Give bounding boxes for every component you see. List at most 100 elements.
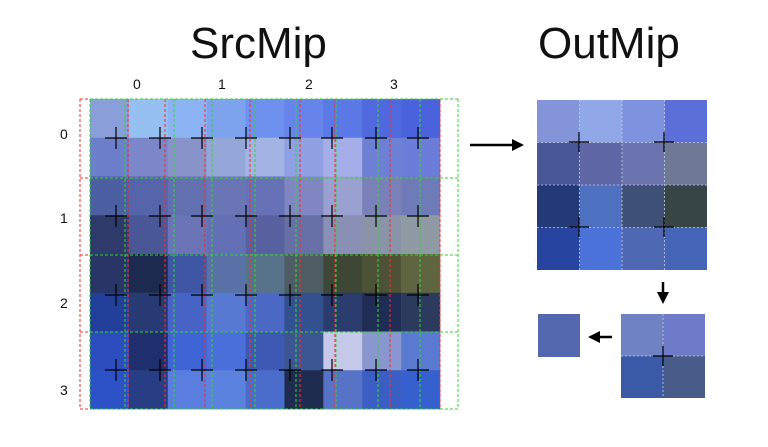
sample-cross-mark bbox=[149, 284, 171, 306]
sample-cross-mark bbox=[235, 205, 257, 227]
mid-mip-grid bbox=[621, 314, 705, 398]
row-label-2: 2 bbox=[60, 295, 68, 311]
sample-cross-mark bbox=[279, 127, 301, 149]
src-cell bbox=[362, 331, 402, 371]
src-cell bbox=[245, 99, 285, 139]
src-cell bbox=[90, 254, 130, 294]
sample-cross-mark bbox=[365, 359, 387, 381]
src-cell bbox=[90, 292, 130, 332]
out-cell bbox=[664, 100, 707, 143]
out-cell bbox=[664, 185, 707, 228]
src-cell bbox=[206, 215, 246, 255]
src-cell bbox=[128, 99, 169, 139]
out-cell bbox=[537, 142, 580, 185]
src-cell bbox=[284, 215, 324, 255]
src-cell bbox=[245, 254, 285, 294]
src-cell bbox=[90, 176, 130, 216]
out-cell bbox=[537, 185, 580, 228]
src-cell bbox=[284, 292, 324, 332]
out-cell bbox=[622, 100, 665, 143]
sample-cross-mark bbox=[149, 205, 171, 227]
col-label-1: 1 bbox=[218, 76, 226, 92]
src-cell bbox=[245, 331, 285, 371]
src-cell bbox=[362, 176, 402, 216]
out-sample-cross bbox=[569, 217, 589, 237]
sample-cross-mark bbox=[235, 127, 257, 149]
sample-cross-mark bbox=[149, 127, 171, 149]
sample-cross-mark bbox=[365, 205, 387, 227]
src-cell bbox=[323, 215, 363, 255]
mid-cell bbox=[663, 314, 705, 356]
src-cell bbox=[284, 176, 324, 216]
src-cell bbox=[284, 370, 324, 410]
mid-sample-cross bbox=[653, 346, 673, 366]
sample-cross-mark bbox=[279, 359, 301, 381]
out-sample-cross bbox=[569, 132, 589, 152]
sample-cross-mark bbox=[191, 359, 213, 381]
srcmip-sample-marks bbox=[105, 127, 429, 381]
src-cell bbox=[128, 370, 169, 410]
src-cell bbox=[90, 99, 130, 139]
src-cell bbox=[245, 137, 285, 177]
sample-cross-mark bbox=[191, 205, 213, 227]
out-cell bbox=[622, 142, 665, 185]
out-sample-cross bbox=[654, 217, 674, 237]
out-cell bbox=[537, 100, 580, 143]
out-cell bbox=[537, 227, 580, 270]
src-cell bbox=[128, 292, 169, 332]
src-cell bbox=[362, 370, 402, 410]
sample-cross-mark bbox=[407, 127, 429, 149]
src-cell bbox=[206, 292, 246, 332]
sample-cross-mark bbox=[321, 359, 343, 381]
arrow-right-icon bbox=[470, 139, 524, 151]
mid-cell bbox=[621, 356, 663, 398]
src-cell bbox=[362, 99, 402, 139]
sample-cross-mark bbox=[321, 205, 343, 227]
src-cell bbox=[206, 254, 246, 294]
col-label-2: 2 bbox=[305, 76, 313, 92]
sample-cross-mark bbox=[365, 127, 387, 149]
arrow-left-icon bbox=[588, 331, 612, 343]
arrow-down-icon bbox=[657, 282, 669, 304]
src-cell bbox=[284, 137, 324, 177]
src-cell bbox=[401, 254, 441, 294]
out-cell bbox=[579, 100, 622, 143]
src-cell bbox=[206, 331, 246, 371]
sample-cross-mark bbox=[149, 359, 171, 381]
src-cell bbox=[245, 292, 285, 332]
src-cell bbox=[401, 137, 441, 177]
src-cell bbox=[206, 176, 246, 216]
src-cell bbox=[323, 176, 363, 216]
src-cell bbox=[128, 137, 169, 177]
src-cell bbox=[284, 99, 324, 139]
sample-cross-mark bbox=[105, 359, 127, 381]
src-cell bbox=[245, 370, 285, 410]
out-cell bbox=[579, 227, 622, 270]
sample-cross-mark bbox=[191, 127, 213, 149]
src-cell bbox=[362, 292, 402, 332]
arrows bbox=[470, 139, 669, 343]
sample-cross-mark bbox=[407, 284, 429, 306]
src-cell bbox=[245, 176, 285, 216]
src-cell bbox=[90, 137, 130, 177]
out-sample-cross bbox=[654, 132, 674, 152]
sample-cross-mark bbox=[105, 205, 127, 227]
src-cell bbox=[401, 331, 441, 371]
row-label-3: 3 bbox=[60, 382, 68, 398]
src-cell bbox=[128, 254, 169, 294]
outmip-grid bbox=[537, 100, 707, 270]
mid-cell bbox=[621, 314, 663, 356]
src-cell bbox=[206, 137, 246, 177]
col-label-3: 3 bbox=[390, 76, 398, 92]
srcmip-title: SrcMip bbox=[190, 19, 327, 68]
sample-cross-mark bbox=[321, 127, 343, 149]
out-cell bbox=[622, 227, 665, 270]
out-cell bbox=[664, 227, 707, 270]
sample-cross-mark bbox=[105, 284, 127, 306]
sample-cross-mark bbox=[407, 205, 429, 227]
src-cell bbox=[90, 331, 130, 371]
src-cell bbox=[284, 254, 324, 294]
src-cell bbox=[128, 215, 169, 255]
outmip-title: OutMip bbox=[538, 19, 680, 68]
sample-cross-mark bbox=[105, 127, 127, 149]
